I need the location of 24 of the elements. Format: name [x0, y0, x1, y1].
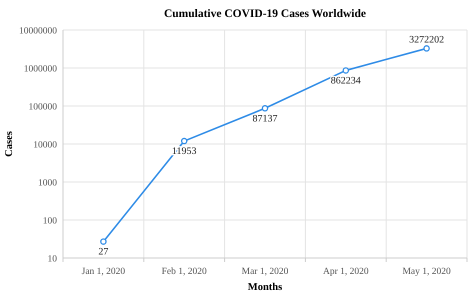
x-tick-label: May 1, 2020	[402, 267, 451, 277]
y-tick-label: 1000	[38, 178, 58, 188]
x-tick-label: Mar 1, 2020	[242, 267, 289, 277]
y-tick-label: 100000	[28, 102, 58, 112]
chart-title: Cumulative COVID-19 Cases Worldwide	[164, 8, 366, 20]
x-tick-label: Jan 1, 2020	[82, 267, 126, 277]
point	[262, 105, 268, 112]
data-label: 87137	[252, 113, 278, 124]
x-tick-label: Feb 1, 2020	[162, 267, 208, 277]
point	[180, 138, 188, 144]
point	[342, 67, 350, 74]
y-axis-title: Cases	[4, 131, 15, 157]
data-label: 3272202	[409, 34, 444, 46]
y-tick-label: 1000000	[24, 64, 58, 74]
x-axis-title: Months	[248, 282, 282, 293]
data-label: 27	[98, 246, 108, 258]
data-label: 862234	[330, 75, 361, 86]
y-tick-label: 10000	[33, 140, 58, 150]
x-tick-label: Apr 1, 2020	[322, 267, 369, 277]
point	[423, 45, 430, 52]
y-tick-label: 10000000	[19, 26, 58, 36]
y-tick-label: 10	[48, 254, 58, 264]
y-tick-label: 100	[42, 216, 58, 226]
point	[100, 238, 107, 245]
